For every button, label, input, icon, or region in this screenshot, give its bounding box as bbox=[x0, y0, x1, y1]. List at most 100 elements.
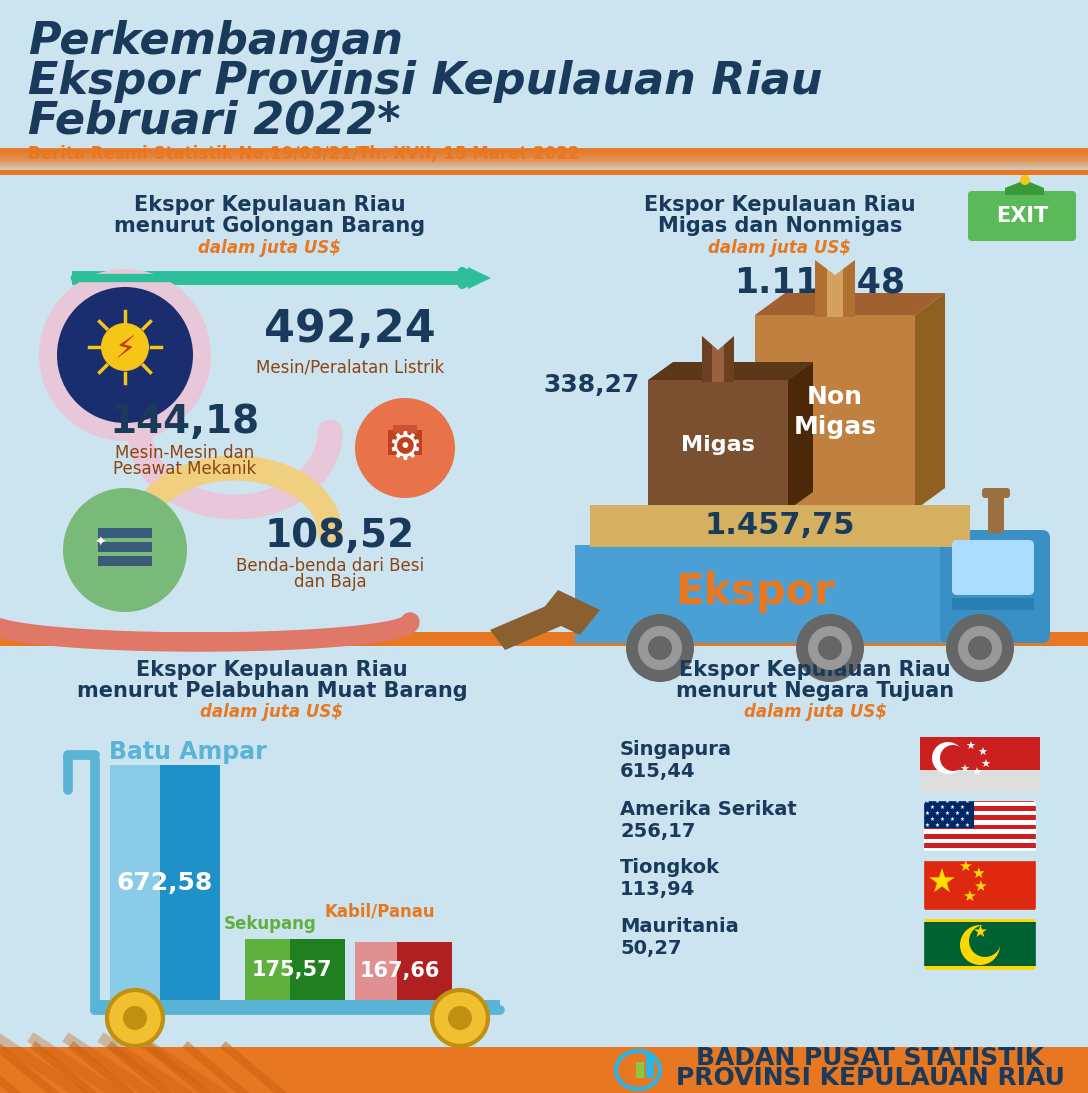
Text: dalam juta US$: dalam juta US$ bbox=[708, 239, 852, 257]
Bar bbox=[0, 160, 1088, 162]
Bar bbox=[0, 1047, 1088, 1093]
Bar bbox=[920, 769, 1040, 797]
Text: Kabil/Panau: Kabil/Panau bbox=[324, 903, 435, 921]
Bar bbox=[0, 156, 1088, 158]
Bar bbox=[920, 811, 1040, 815]
Bar bbox=[0, 168, 1088, 171]
Circle shape bbox=[940, 745, 966, 771]
Bar bbox=[0, 172, 1088, 173]
Text: Benda-benda dari Besi: Benda-benda dari Besi bbox=[236, 557, 424, 575]
Polygon shape bbox=[648, 362, 813, 380]
Circle shape bbox=[648, 636, 672, 660]
Bar bbox=[590, 505, 970, 546]
FancyBboxPatch shape bbox=[920, 737, 1040, 767]
Bar bbox=[712, 336, 724, 381]
Bar bbox=[388, 430, 422, 455]
Text: ★: ★ bbox=[965, 823, 969, 827]
Bar bbox=[920, 801, 1040, 807]
Circle shape bbox=[101, 324, 149, 371]
Bar bbox=[815, 260, 855, 317]
Text: ★: ★ bbox=[959, 765, 969, 775]
Text: 256,17: 256,17 bbox=[620, 822, 695, 841]
Text: Berita Resmi Statistik No.19/03/21/Th. XVII, 15 Maret 2022: Berita Resmi Statistik No.19/03/21/Th. X… bbox=[28, 145, 580, 163]
Bar bbox=[355, 942, 397, 1000]
Text: dalam juta US$: dalam juta US$ bbox=[200, 703, 344, 721]
FancyBboxPatch shape bbox=[920, 855, 1040, 915]
Text: ★: ★ bbox=[929, 816, 935, 822]
Circle shape bbox=[1021, 175, 1030, 185]
Text: ★: ★ bbox=[925, 811, 929, 815]
Bar bbox=[0, 632, 1088, 646]
Text: 167,66: 167,66 bbox=[360, 961, 441, 982]
Polygon shape bbox=[702, 336, 734, 350]
Circle shape bbox=[818, 636, 842, 660]
Bar bbox=[0, 171, 1088, 175]
Text: ★: ★ bbox=[973, 879, 987, 893]
Bar bbox=[98, 542, 152, 552]
Text: ★: ★ bbox=[960, 804, 964, 810]
Bar bbox=[0, 165, 1088, 166]
Text: Pesawat Mekanik: Pesawat Mekanik bbox=[113, 460, 257, 478]
Bar bbox=[920, 797, 1040, 857]
Text: ★: ★ bbox=[965, 742, 975, 752]
Bar bbox=[0, 171, 1088, 172]
Bar bbox=[95, 1000, 500, 1010]
Text: ★: ★ bbox=[929, 804, 935, 810]
FancyBboxPatch shape bbox=[968, 191, 1076, 240]
Text: 492,24: 492,24 bbox=[264, 308, 436, 352]
Bar bbox=[920, 737, 1040, 769]
Text: Migas dan Nonmigas: Migas dan Nonmigas bbox=[658, 216, 902, 236]
Bar bbox=[920, 848, 1040, 853]
Bar bbox=[920, 966, 1040, 974]
Circle shape bbox=[626, 614, 694, 682]
Text: ★: ★ bbox=[935, 799, 939, 803]
Text: 672,58: 672,58 bbox=[116, 871, 213, 895]
Text: 338,27: 338,27 bbox=[544, 373, 640, 397]
Bar bbox=[245, 939, 290, 1000]
Circle shape bbox=[932, 742, 964, 774]
Text: ★: ★ bbox=[944, 811, 950, 815]
Text: Non
Migas: Non Migas bbox=[793, 385, 877, 439]
Text: ★: ★ bbox=[954, 811, 960, 815]
Bar bbox=[920, 830, 1040, 834]
Text: 1.119,48: 1.119,48 bbox=[734, 266, 905, 299]
Text: ★: ★ bbox=[925, 823, 929, 827]
Circle shape bbox=[945, 614, 1014, 682]
Bar bbox=[110, 765, 160, 1000]
Bar bbox=[702, 336, 734, 381]
Text: ★: ★ bbox=[944, 823, 950, 827]
Text: 1.457,75: 1.457,75 bbox=[705, 512, 855, 541]
Text: Singapura: Singapura bbox=[620, 740, 732, 759]
Text: ★: ★ bbox=[965, 799, 969, 803]
Text: Ekspor Kepulauan Riau: Ekspor Kepulauan Riau bbox=[136, 660, 408, 680]
Bar bbox=[952, 598, 1034, 610]
Bar bbox=[0, 164, 1088, 165]
Polygon shape bbox=[755, 293, 945, 315]
Bar bbox=[646, 1054, 654, 1078]
FancyBboxPatch shape bbox=[940, 530, 1050, 643]
Polygon shape bbox=[827, 260, 843, 275]
Text: 113,94: 113,94 bbox=[620, 880, 695, 900]
Polygon shape bbox=[537, 590, 599, 635]
Circle shape bbox=[432, 990, 489, 1046]
Text: ★: ★ bbox=[959, 858, 972, 873]
Text: ★: ★ bbox=[950, 816, 954, 822]
Circle shape bbox=[959, 626, 1002, 670]
Bar bbox=[290, 939, 345, 1000]
Text: menurut Negara Tujuan: menurut Negara Tujuan bbox=[676, 681, 954, 701]
FancyBboxPatch shape bbox=[920, 797, 1040, 857]
Text: PROVINSI KEPULAUAN RIAU: PROVINSI KEPULAUAN RIAU bbox=[676, 1066, 1064, 1090]
Text: 50,27: 50,27 bbox=[620, 939, 681, 957]
Text: Batu Ampar: Batu Ampar bbox=[109, 740, 267, 764]
Text: ⚙: ⚙ bbox=[387, 428, 422, 467]
Circle shape bbox=[57, 287, 193, 423]
Text: Migas: Migas bbox=[681, 435, 755, 455]
Circle shape bbox=[969, 925, 1001, 957]
Text: Ekspor: Ekspor bbox=[676, 571, 834, 613]
Text: ★: ★ bbox=[973, 922, 988, 941]
Bar bbox=[636, 1062, 644, 1078]
Bar bbox=[0, 169, 1088, 172]
Text: ★: ★ bbox=[965, 811, 969, 815]
Bar bbox=[920, 767, 1040, 797]
Bar bbox=[0, 158, 1088, 160]
